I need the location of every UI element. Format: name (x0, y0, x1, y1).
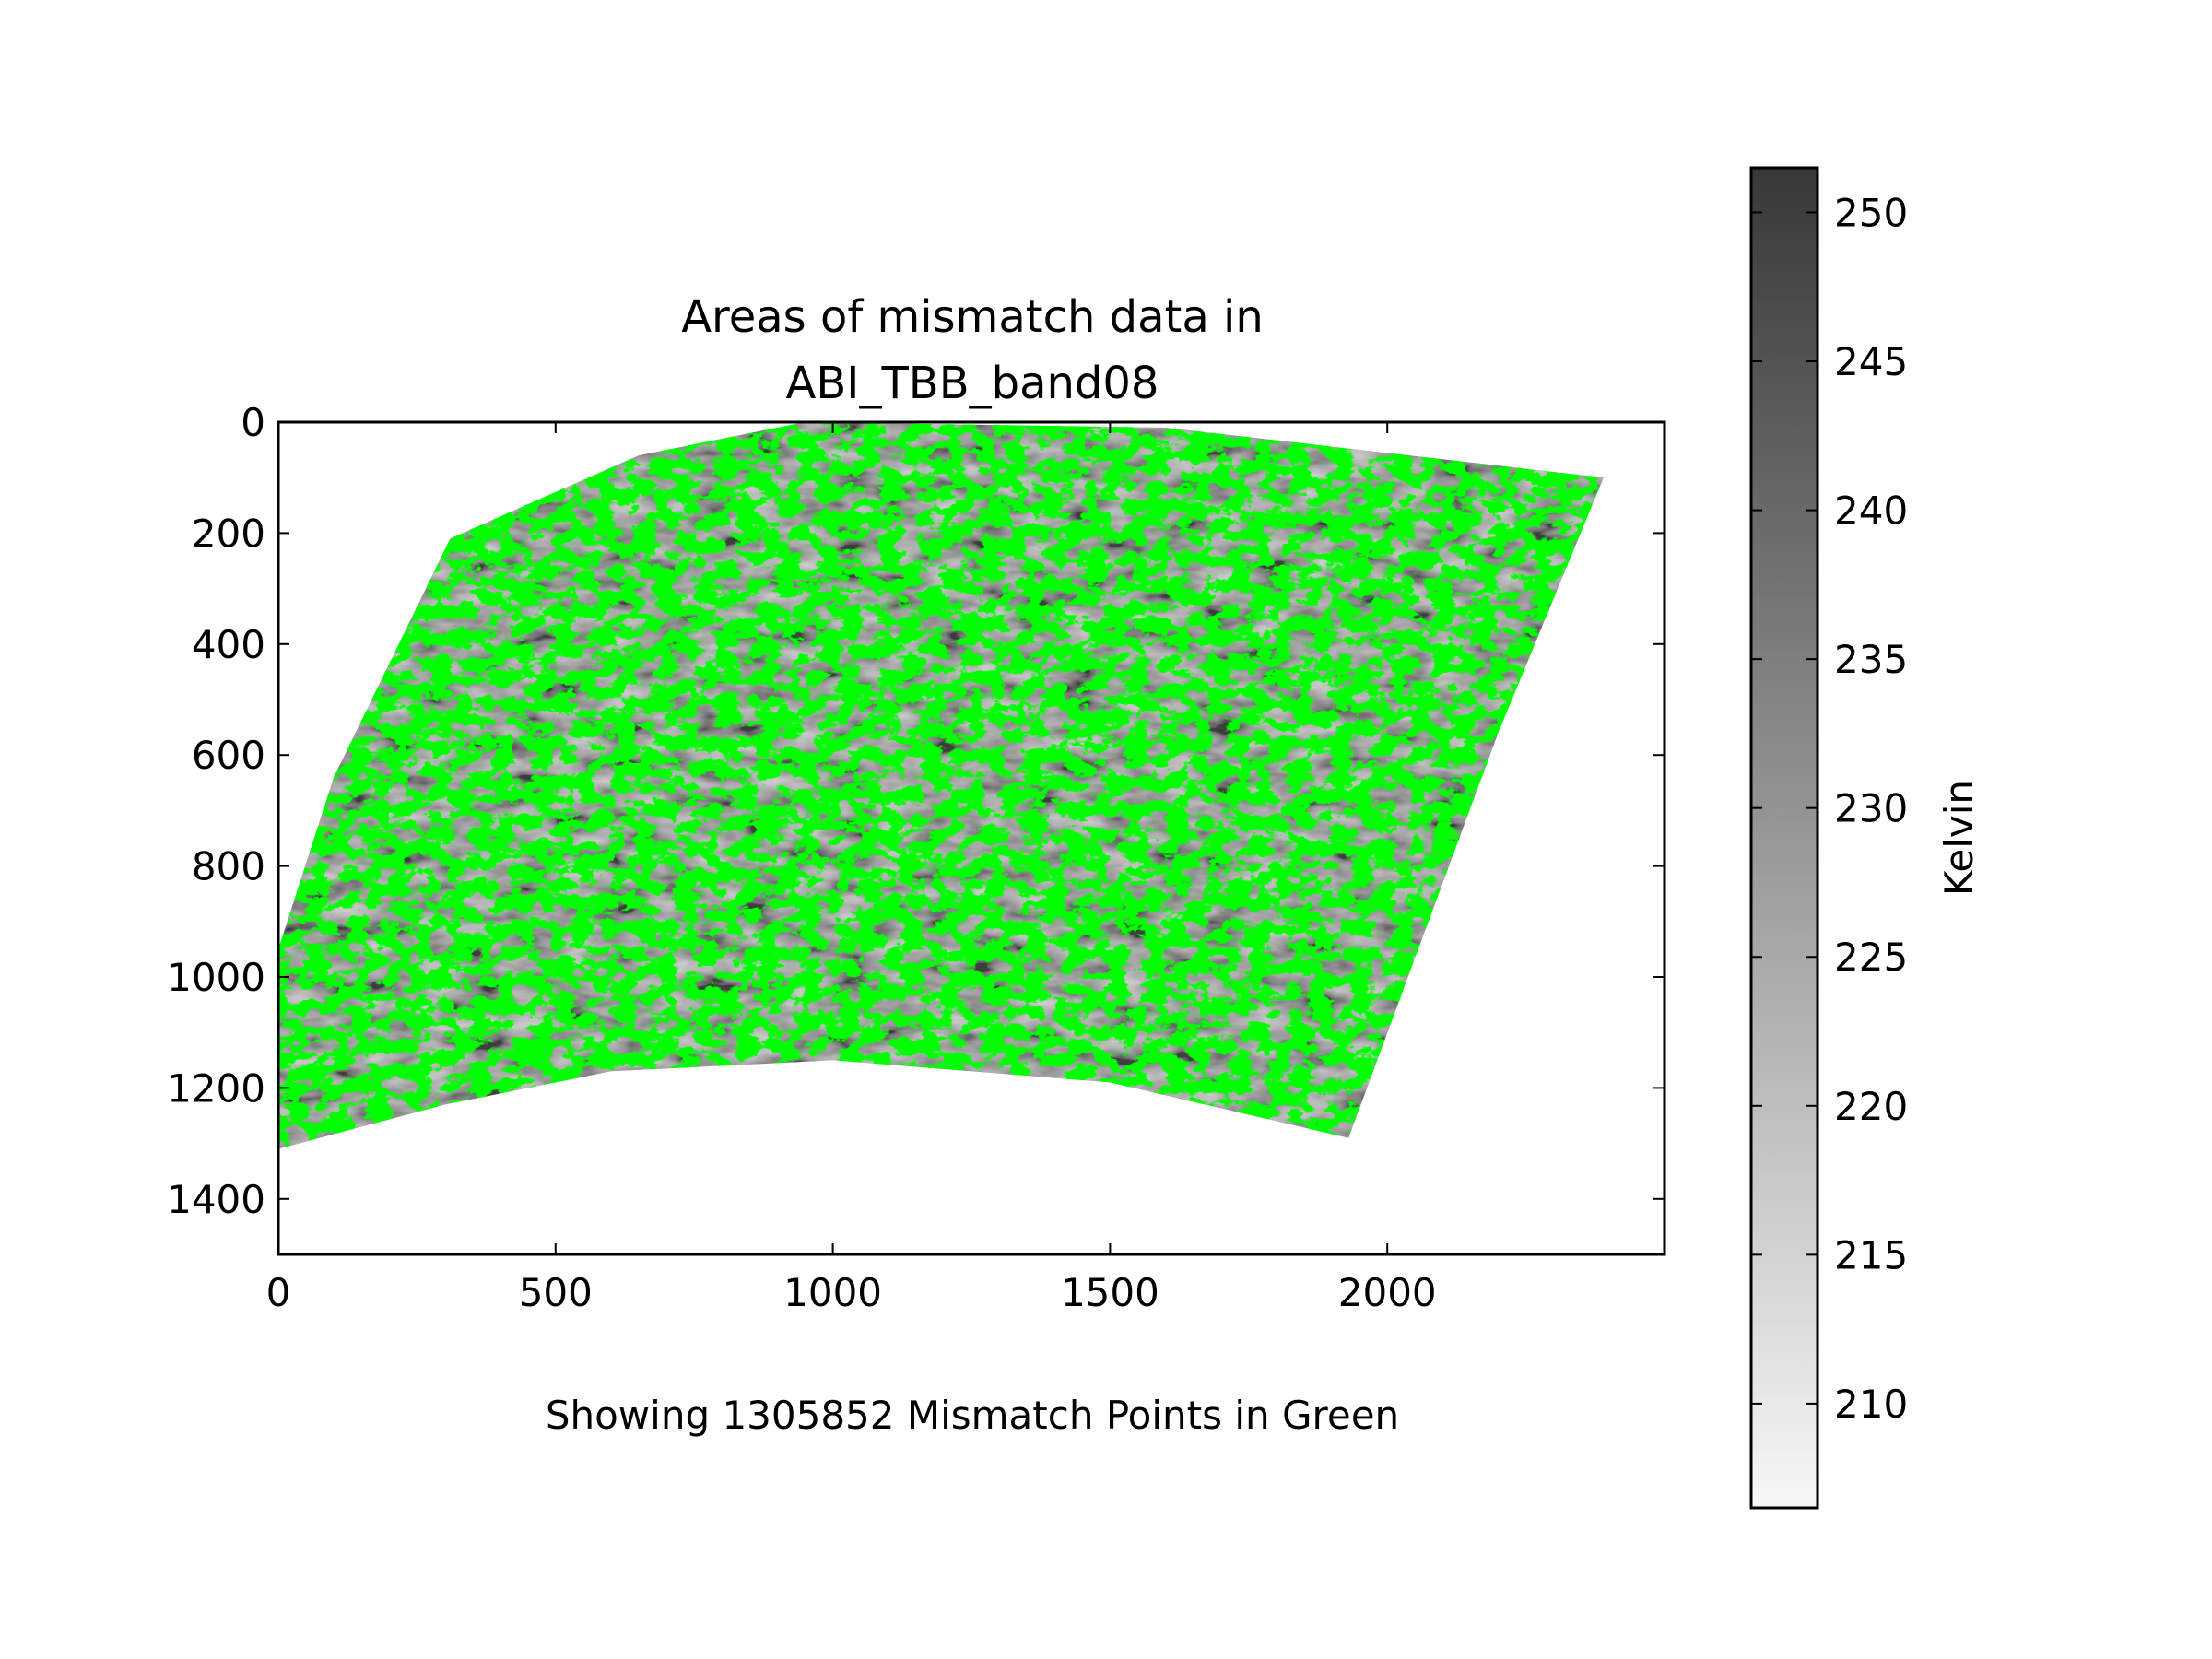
y-axis: 0 200 400 600 800 1000 1200 1400 (167, 400, 1665, 1222)
y-tick-label: 200 (192, 511, 265, 556)
y-tick-label: 1400 (167, 1177, 265, 1222)
colorbar-tick-label: 240 (1834, 488, 1908, 534)
y-tick-label: 1200 (167, 1065, 265, 1111)
satellite-swath (278, 422, 1604, 1149)
x-tick-label: 0 (266, 1270, 291, 1315)
y-tick-label: 0 (241, 400, 265, 445)
colorbar-label: Kelvin (1936, 780, 1982, 896)
x-tick-label: 1000 (783, 1270, 882, 1315)
x-tick-label: 500 (519, 1270, 593, 1315)
plot-area (278, 422, 1665, 1254)
colorbar-tick-label: 220 (1834, 1084, 1908, 1129)
y-tick-label: 800 (192, 844, 265, 889)
colorbar-tick-label: 235 (1834, 637, 1908, 682)
x-axis-label: Showing 1305852 Mismatch Points in Green (546, 1393, 1399, 1438)
colorbar-tick-label: 245 (1834, 339, 1908, 384)
x-axis: 0 500 1000 1500 2000 (266, 422, 1437, 1315)
colorbar (1749, 166, 1819, 1510)
colorbar-tick-label: 250 (1834, 190, 1908, 235)
chart-title-line-1: Areas of mismatch data in (681, 291, 1264, 343)
colorbar-tick-label: 230 (1834, 786, 1908, 831)
y-tick-label: 400 (192, 622, 265, 667)
y-tick-label: 1000 (167, 955, 265, 1000)
plot-frame (276, 420, 1666, 1256)
x-tick-label: 2000 (1338, 1270, 1437, 1315)
mismatch-points (278, 422, 1604, 1149)
chart-title-line-2: ABI_TBB_band08 (786, 358, 1159, 409)
colorbar-tick-label: 225 (1834, 935, 1908, 980)
colorbar-ticks: 210 215 220 225 230 235 240 245 250 (1751, 190, 1908, 1427)
x-tick-label: 1500 (1061, 1270, 1159, 1315)
y-tick-label: 600 (192, 733, 265, 778)
colorbar-tick-label: 215 (1834, 1232, 1908, 1277)
colorbar-tick-label: 210 (1834, 1382, 1908, 1427)
